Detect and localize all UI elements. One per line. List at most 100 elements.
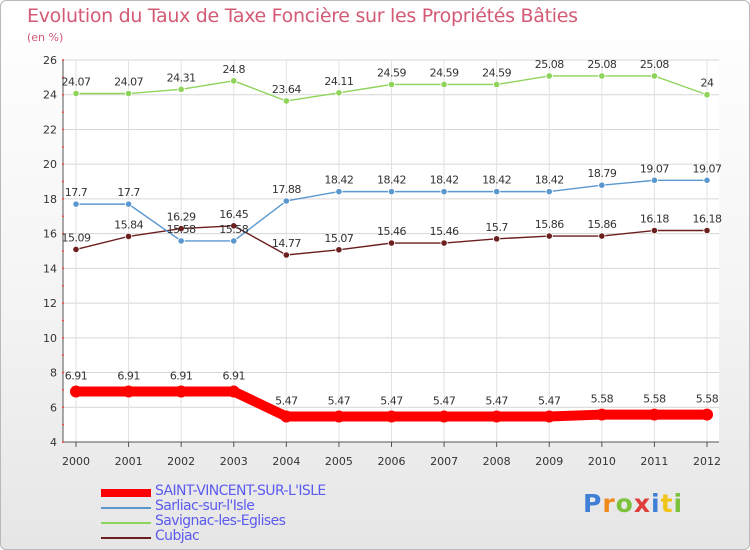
legend-swatch (101, 536, 151, 539)
logo-letter: P (583, 489, 603, 518)
y-tick-label: 22 (43, 123, 57, 136)
data-point (703, 226, 711, 235)
x-tick-label: 2009 (535, 455, 563, 468)
logo-letter: x (633, 489, 651, 518)
x-tick-label: 2011 (640, 455, 668, 468)
logo-letter: i (673, 489, 684, 518)
data-point (230, 77, 238, 85)
y-minor-tick (62, 59, 64, 61)
data-label: 24.07 (114, 76, 143, 89)
legend-label: Sarliac-sur-l'Isle (155, 498, 255, 514)
y-minor-tick (62, 180, 64, 183)
data-label: 24.59 (482, 66, 511, 79)
data-point (122, 385, 135, 398)
data-label: 16.29 (167, 211, 196, 224)
x-tick-label: 2003 (220, 455, 248, 468)
data-point (650, 226, 659, 235)
y-minor-tick (62, 406, 64, 409)
data-label: 25.08 (535, 58, 564, 71)
data-point (387, 239, 396, 247)
data-point (385, 410, 398, 423)
data-label: 15.58 (167, 223, 196, 236)
data-point (598, 181, 606, 189)
y-tick-label: 6 (50, 401, 57, 414)
legend-swatch (101, 506, 151, 509)
data-point (335, 246, 343, 254)
y-minor-tick (62, 302, 64, 305)
y-tick-label: 14 (43, 262, 57, 275)
data-label: 5.47 (328, 394, 351, 407)
data-point (282, 97, 290, 105)
x-tick-label: 2008 (483, 455, 511, 468)
data-label: 24.59 (377, 66, 406, 79)
data-label: 24.31 (167, 71, 196, 84)
data-label: 16.18 (640, 213, 669, 226)
x-tick-label: 2004 (272, 455, 300, 468)
data-label: 18.42 (377, 174, 406, 187)
data-point (177, 85, 185, 93)
data-point (177, 237, 185, 245)
y-minor-tick (62, 388, 64, 391)
y-minor-tick (62, 423, 64, 426)
y-tick-label: 8 (50, 367, 57, 380)
y-tick-label: 16 (43, 228, 57, 241)
data-point (124, 200, 133, 208)
y-minor-tick (62, 267, 64, 270)
x-tick-label: 2002 (167, 455, 195, 468)
y-minor-tick (62, 93, 64, 96)
legend-label: Cubjac (155, 528, 200, 544)
data-point (72, 89, 80, 98)
data-point (545, 72, 553, 80)
legend-label: SAINT-VINCENT-SUR-L'ISLE (155, 483, 326, 499)
logo-letter: o (615, 489, 634, 518)
data-point (282, 197, 290, 205)
data-point (493, 235, 501, 243)
y-minor-tick (62, 441, 64, 443)
logo-letter: i (651, 489, 661, 518)
data-point (72, 200, 80, 208)
data-point (280, 410, 293, 423)
y-minor-tick (62, 232, 64, 235)
y-minor-tick (62, 336, 64, 339)
data-point (282, 251, 290, 259)
x-tick-label: 2010 (588, 455, 616, 468)
data-label: 24 (701, 77, 714, 90)
data-label: 17.7 (65, 186, 88, 199)
x-tick-label: 2012 (693, 455, 721, 468)
data-label: 19.07 (640, 162, 669, 175)
data-label: 16.18 (693, 213, 722, 226)
data-point (545, 188, 553, 196)
data-label: 25.08 (587, 58, 616, 71)
data-label: 15.7 (485, 221, 508, 234)
data-label: 24.07 (62, 76, 91, 89)
data-label: 23.64 (272, 83, 301, 96)
data-label: 5.58 (643, 393, 666, 406)
data-label: 15.07 (324, 232, 353, 245)
data-label: 18.42 (535, 174, 564, 187)
data-point (493, 188, 501, 196)
data-label: 5.58 (591, 393, 614, 406)
data-point (124, 89, 133, 98)
data-point (545, 232, 553, 240)
data-point (387, 80, 396, 89)
data-point (440, 188, 448, 196)
data-label: 5.47 (433, 394, 456, 407)
data-label: 15.46 (430, 225, 459, 238)
x-tick-label: 2001 (115, 455, 143, 468)
data-point (543, 410, 556, 423)
data-label: 25.08 (640, 58, 669, 71)
data-label: 6.91 (65, 369, 88, 382)
data-label: 5.47 (380, 394, 403, 407)
y-tick-label: 18 (43, 193, 57, 206)
y-minor-tick (62, 128, 64, 131)
legend-swatch (101, 488, 151, 497)
data-point (650, 72, 659, 80)
data-label: 18.42 (482, 174, 511, 187)
data-label: 18.42 (324, 174, 353, 187)
data-label: 15.86 (535, 218, 564, 231)
y-minor-tick (62, 250, 64, 252)
data-label: 15.09 (62, 231, 91, 244)
data-label: 5.47 (485, 394, 508, 407)
data-label: 24.59 (430, 66, 459, 79)
